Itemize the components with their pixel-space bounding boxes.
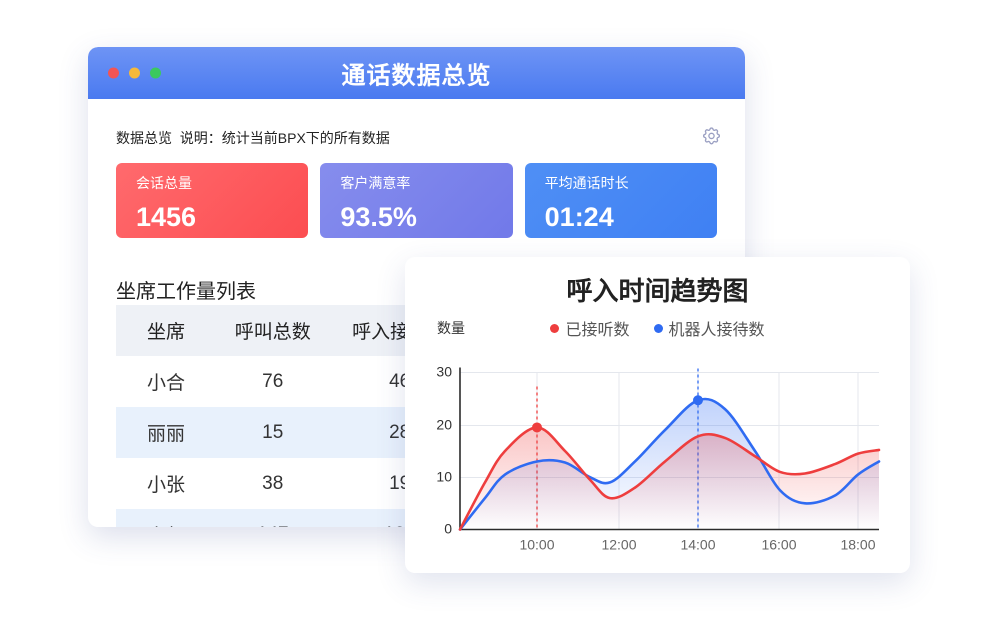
svg-text:12:00: 12:00 <box>601 537 636 553</box>
svg-text:16:00: 16:00 <box>761 537 796 553</box>
svg-text:10: 10 <box>436 469 452 485</box>
svg-text:10:00: 10:00 <box>519 537 554 553</box>
svg-text:18:00: 18:00 <box>840 537 875 553</box>
svg-text:0: 0 <box>444 521 452 537</box>
svg-text:14:00: 14:00 <box>680 537 715 553</box>
svg-text:30: 30 <box>436 364 452 380</box>
svg-text:20: 20 <box>436 417 452 433</box>
